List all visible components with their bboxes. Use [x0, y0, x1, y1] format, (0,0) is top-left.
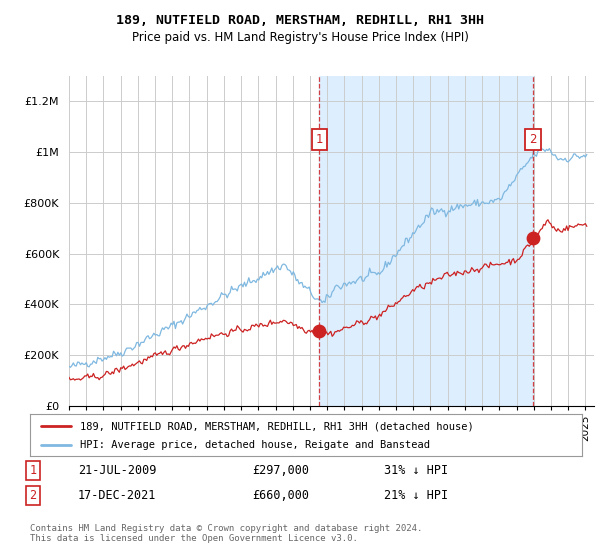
Text: 189, NUTFIELD ROAD, MERSTHAM, REDHILL, RH1 3HH (detached house): 189, NUTFIELD ROAD, MERSTHAM, REDHILL, R… [80, 421, 473, 431]
Bar [319, 76, 533, 406]
Text: 21% ↓ HPI: 21% ↓ HPI [384, 489, 448, 502]
Point [528, 234, 538, 242]
Text: 17-DEC-2021: 17-DEC-2021 [78, 489, 157, 502]
Text: 1: 1 [316, 133, 323, 146]
Text: 2: 2 [29, 489, 37, 502]
Text: Price paid vs. HM Land Registry's House Price Index (HPI): Price paid vs. HM Land Registry's House … [131, 31, 469, 44]
Text: 189, NUTFIELD ROAD, MERSTHAM, REDHILL, RH1 3HH: 189, NUTFIELD ROAD, MERSTHAM, REDHILL, R… [116, 14, 484, 27]
Text: 1: 1 [29, 464, 37, 477]
Text: 21-JUL-2009: 21-JUL-2009 [78, 464, 157, 477]
Text: Contains HM Land Registry data © Crown copyright and database right 2024.
This d: Contains HM Land Registry data © Crown c… [30, 524, 422, 543]
Text: HPI: Average price, detached house, Reigate and Banstead: HPI: Average price, detached house, Reig… [80, 440, 430, 450]
Text: 31% ↓ HPI: 31% ↓ HPI [384, 464, 448, 477]
Point [314, 326, 324, 335]
Text: £297,000: £297,000 [252, 464, 309, 477]
Text: £660,000: £660,000 [252, 489, 309, 502]
Text: 2: 2 [529, 133, 536, 146]
